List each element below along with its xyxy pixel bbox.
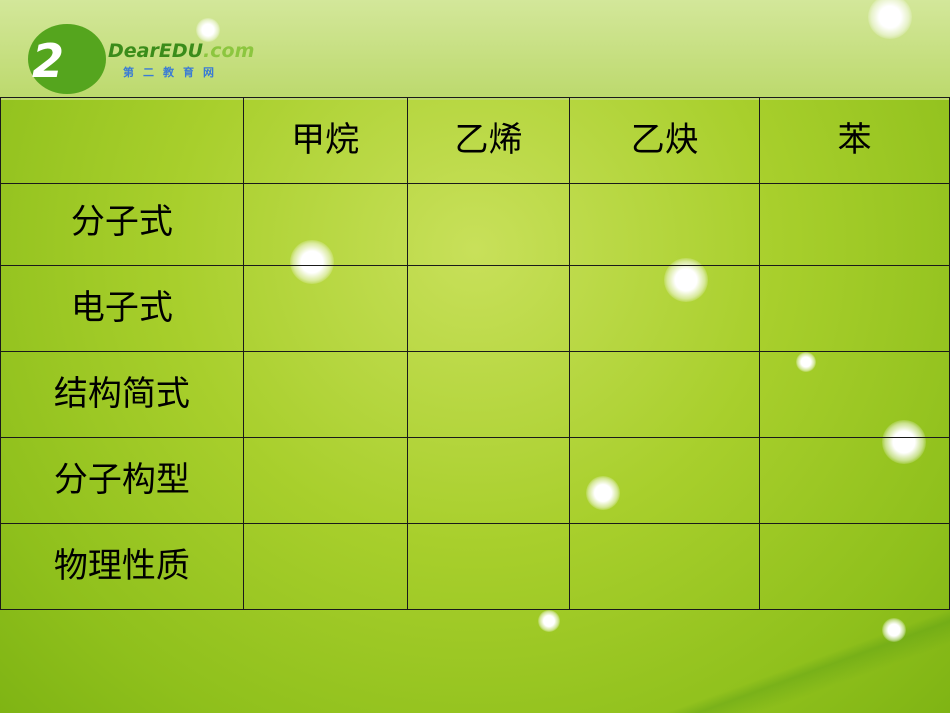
table-row: 分子式 xyxy=(0,183,950,266)
table-header-row: 甲烷 乙烯 乙炔 苯 xyxy=(0,97,950,184)
dearedu-logo: 2 DearEDU.com 第二教育网 xyxy=(28,24,268,94)
row-label: 电子式 xyxy=(0,265,244,352)
table-row: 分子构型 xyxy=(0,437,950,524)
header-cell: 甲烷 xyxy=(242,97,408,184)
header-cell: 苯 xyxy=(759,97,950,184)
table-row: 物理性质 xyxy=(0,523,950,610)
header-cell: 乙烯 xyxy=(406,97,571,184)
row-label: 物理性质 xyxy=(0,523,244,610)
header-cell xyxy=(0,97,244,184)
row-label: 结构简式 xyxy=(0,351,244,438)
hydrocarbon-comparison-table: 甲烷 乙烯 乙炔 苯 分子式 电子式 结构简式 分子构型 物理性质 xyxy=(0,97,950,610)
table-row: 结构简式 xyxy=(0,351,950,438)
row-label: 分子式 xyxy=(0,183,244,266)
table-row: 电子式 xyxy=(0,265,950,352)
dandelion-decoration xyxy=(538,610,560,632)
header-band xyxy=(0,0,950,100)
dandelion-decoration xyxy=(882,618,906,642)
header-cell: 乙炔 xyxy=(569,97,761,184)
dandelion-decoration xyxy=(868,0,912,39)
dandelion-decoration xyxy=(196,18,220,42)
row-label: 分子构型 xyxy=(0,437,244,524)
